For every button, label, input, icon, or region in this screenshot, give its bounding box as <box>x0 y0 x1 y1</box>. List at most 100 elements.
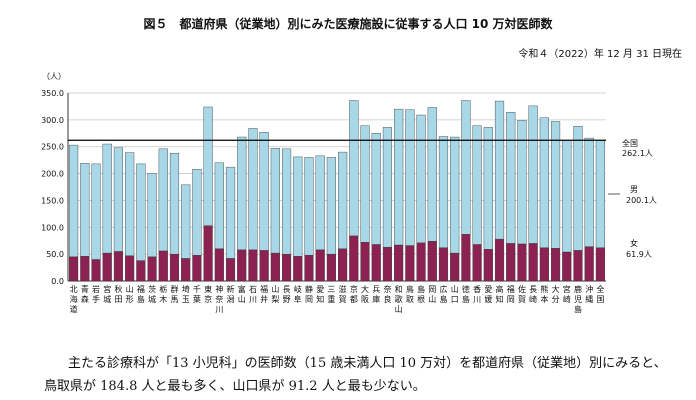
y-tick-label: 350.0 <box>41 89 64 98</box>
x-tick-label: 三 <box>327 285 335 294</box>
bar-female <box>147 256 157 282</box>
x-tick-label: 島 <box>417 284 425 294</box>
x-tick-label: 島 <box>137 294 145 304</box>
x-tick-label: 川 <box>215 305 223 314</box>
bar-female <box>214 248 224 282</box>
bar-male <box>315 155 325 251</box>
x-tick-label: 広 <box>439 284 447 294</box>
x-tick-label: 香 <box>473 284 481 294</box>
bar-female <box>136 260 146 282</box>
x-tick-label: 京 <box>204 294 212 304</box>
x-tick-label: 福 <box>260 285 268 294</box>
bar-female <box>125 255 135 282</box>
x-tick-label: 北 <box>70 285 78 294</box>
x-tick-label: 山 <box>395 304 403 314</box>
bar-female <box>169 253 180 282</box>
bar-male <box>80 163 90 257</box>
x-tick-label: 賀 <box>339 294 347 304</box>
bar-male <box>506 112 516 244</box>
x-tick-label: 石 <box>249 285 257 294</box>
bar-female <box>181 258 191 282</box>
x-tick-label: 新 <box>227 284 235 294</box>
bar-male <box>259 132 269 251</box>
x-tick-label: 城 <box>103 295 111 304</box>
x-tick-label: 森 <box>81 294 89 304</box>
bar-female <box>450 252 460 282</box>
x-tick-label: 沖 <box>585 284 593 294</box>
bar-male <box>517 120 527 245</box>
bar-female <box>371 244 381 282</box>
bar-male <box>382 127 393 248</box>
bar-female <box>281 253 292 282</box>
bar-female <box>158 250 168 282</box>
bar-female <box>461 234 471 282</box>
bar-male <box>562 140 572 253</box>
bar-female <box>225 258 236 282</box>
bar-female <box>259 250 269 282</box>
x-tick-label: 東 <box>204 284 212 294</box>
bar-female <box>69 256 79 282</box>
x-tick-label: 野 <box>283 295 291 304</box>
bar-male <box>192 169 202 256</box>
date-note: 令和４（2022）年 12 月 31 日現在 <box>518 49 682 60</box>
bar-female <box>248 249 258 282</box>
bar-female <box>80 256 90 282</box>
x-tick-label: 栃 <box>159 284 167 294</box>
x-tick-label: 奈 <box>215 294 223 304</box>
x-tick-label: 山 <box>451 284 459 294</box>
bar-male <box>304 157 314 256</box>
bar-female <box>438 247 449 282</box>
bar-male <box>326 157 336 255</box>
x-tick-label: 宮 <box>103 284 111 294</box>
x-tick-label: 佐 <box>518 284 526 294</box>
bar-female <box>382 246 393 282</box>
bar-male <box>394 108 404 246</box>
bar-female <box>562 251 572 282</box>
x-tick-label: 宮 <box>563 284 571 294</box>
x-tick-label: 全 <box>596 284 604 294</box>
x-tick-label: 城 <box>148 295 156 304</box>
bar-female <box>270 252 280 282</box>
bar-male <box>427 107 437 242</box>
x-tick-label: 賀 <box>518 294 526 304</box>
x-tick-label: 岩 <box>92 284 100 294</box>
bar-female <box>539 247 549 282</box>
legend-national-value: 262.1人 <box>622 149 653 158</box>
bar-male <box>293 156 303 257</box>
y-tick-label: 300.0 <box>41 116 64 125</box>
bar-male <box>438 136 449 248</box>
bar-male <box>91 163 101 260</box>
bar-female <box>517 243 527 282</box>
x-tick-label: 阜 <box>294 294 302 304</box>
bar-female <box>113 251 124 282</box>
x-tick-label: 都 <box>350 295 358 304</box>
bar-male <box>371 133 381 245</box>
x-tick-label: 和 <box>395 285 403 294</box>
x-tick-label: 歌 <box>395 294 403 304</box>
x-tick-label: 千 <box>193 284 201 294</box>
x-tick-label: 根 <box>417 294 425 304</box>
bar-female <box>494 238 505 282</box>
bar-male <box>136 163 146 261</box>
y-tick-label: 150.0 <box>41 196 64 205</box>
x-tick-label: 山 <box>271 284 279 294</box>
bar-male <box>360 125 370 243</box>
x-tick-label: 梨 <box>271 294 279 304</box>
x-tick-label: 児 <box>574 295 582 304</box>
x-tick-label: 海 <box>70 294 78 304</box>
bar-female <box>237 249 247 282</box>
x-tick-label: 馬 <box>170 295 178 304</box>
x-tick-label: 島 <box>574 304 582 314</box>
x-tick-label: 重 <box>327 294 335 304</box>
y-tick-label: 50.0 <box>46 250 64 259</box>
x-tick-label: 福 <box>507 285 515 294</box>
bar-female <box>472 244 482 282</box>
x-tick-label: 富 <box>238 284 246 294</box>
bar-male <box>450 136 460 254</box>
x-tick-label: 山 <box>126 284 134 294</box>
bar-female <box>506 243 516 282</box>
x-tick-label: 大 <box>552 284 560 294</box>
x-tick-label: 大 <box>361 284 369 294</box>
bar-male <box>147 173 157 258</box>
x-tick-label: 鹿 <box>574 284 582 294</box>
